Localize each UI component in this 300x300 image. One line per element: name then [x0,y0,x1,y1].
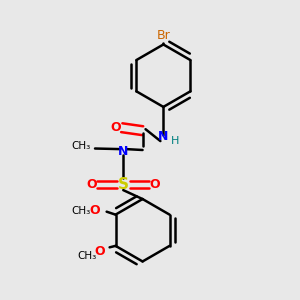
Text: O: O [110,121,121,134]
Text: S: S [118,177,129,192]
Text: N: N [158,130,169,143]
Text: O: O [87,178,98,191]
Text: CH₃: CH₃ [71,141,91,152]
Text: N: N [118,145,128,158]
Text: H: H [171,136,179,146]
Text: O: O [149,178,160,191]
Text: O: O [89,204,100,217]
Text: CH₃: CH₃ [77,251,96,261]
Text: CH₃: CH₃ [72,206,91,216]
Text: O: O [94,245,104,258]
Text: Br: Br [157,28,170,41]
